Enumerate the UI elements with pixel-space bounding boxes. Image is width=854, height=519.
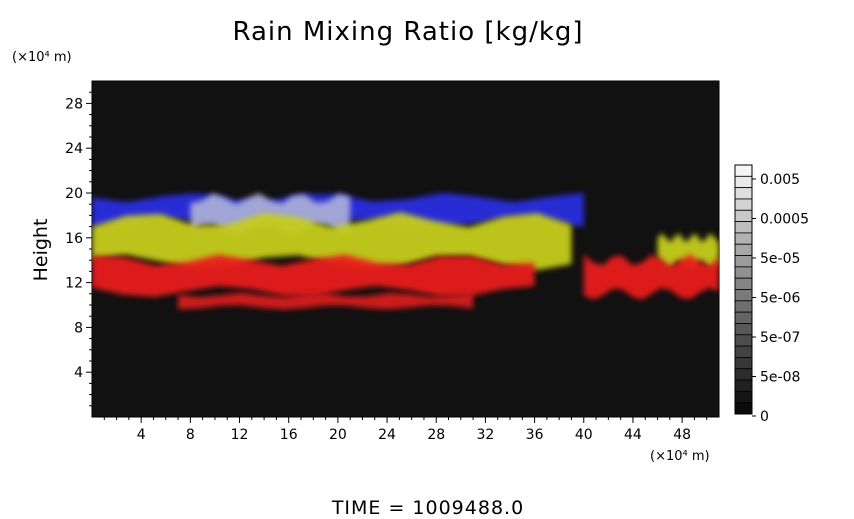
colorbar-segment <box>734 187 753 200</box>
data-band <box>92 254 535 297</box>
colorbar-segment <box>734 368 753 381</box>
x-unit-label: (×10⁴ m) <box>650 449 710 464</box>
colorbar-label: 5e-06 <box>760 291 800 307</box>
y-tick-label: 24 <box>65 141 83 157</box>
colorbar-segment <box>734 334 753 347</box>
data-band <box>583 254 719 300</box>
y-axis: 4 8 12 16 20 24 28 <box>65 91 92 407</box>
y-tick-label: 28 <box>65 96 83 112</box>
colorbar-segment <box>734 300 753 313</box>
colorbar-segment <box>734 243 753 256</box>
y-tick-label: 12 <box>65 276 83 292</box>
colorbar-segment <box>734 232 753 245</box>
colorbar-segment <box>734 323 753 336</box>
y-axis-label: Height <box>30 219 52 282</box>
colorbar-frame <box>734 164 753 415</box>
colorbar-segment <box>734 277 753 290</box>
colorbar-segment <box>734 289 753 302</box>
colorbar-segment <box>734 209 753 222</box>
x-tick-label: 20 <box>329 427 347 443</box>
x-tick-label: 32 <box>476 427 494 443</box>
data-band <box>92 212 572 271</box>
data-bands <box>92 193 719 310</box>
x-tick-label: 44 <box>624 427 642 443</box>
colorbar-label: 5e-07 <box>760 330 800 346</box>
y-unit-label: (×10⁴ m) <box>12 50 72 65</box>
colorbar-label: 5e-08 <box>760 370 800 386</box>
colorbar-segment <box>734 266 753 279</box>
time-label: TIME = 1009488.0 <box>331 497 524 519</box>
colorbar-label: 0 <box>760 409 769 425</box>
x-tick-label: 36 <box>526 427 544 443</box>
x-axis: 4 8 12 16 20 24 28 32 36 40 44 48 <box>103 417 708 443</box>
colorbar-segment <box>734 345 753 358</box>
colorbar-segment <box>734 390 753 404</box>
colorbar-segment <box>734 221 753 234</box>
y-tick-label: 8 <box>74 320 83 336</box>
x-tick-label: 24 <box>378 427 396 443</box>
data-band <box>657 233 719 270</box>
colorbar-label: 0.005 <box>760 172 800 188</box>
x-tick-label: 40 <box>575 427 593 443</box>
x-tick-label: 4 <box>137 427 146 443</box>
colorbar-segment <box>734 198 753 211</box>
y-tick-label: 16 <box>65 231 83 247</box>
colorbar-segment <box>734 357 753 370</box>
x-tick-label: 12 <box>231 427 249 443</box>
x-tick-label: 28 <box>427 427 445 443</box>
colorbar-label: 0.0005 <box>760 212 809 228</box>
x-tick-label: 48 <box>673 427 691 443</box>
colorbar-segment <box>734 311 753 324</box>
chart-title: Rain Mixing Ratio [kg/kg] <box>232 17 583 47</box>
colorbar: 0.005 0.0005 5e-05 5e-06 5e-07 5e-08 0 <box>734 164 809 425</box>
x-tick-label: 8 <box>186 427 195 443</box>
colorbar-segment <box>734 379 753 392</box>
y-tick-label: 4 <box>74 365 83 381</box>
colorbar-label: 5e-05 <box>760 251 800 267</box>
colorbar-segment <box>734 255 753 268</box>
colorbar-segment <box>734 402 753 415</box>
colorbar-segment <box>734 175 753 189</box>
colorbar-segment <box>734 164 753 177</box>
x-tick-label: 16 <box>280 427 298 443</box>
data-band <box>178 292 474 310</box>
y-tick-label: 20 <box>65 186 83 202</box>
